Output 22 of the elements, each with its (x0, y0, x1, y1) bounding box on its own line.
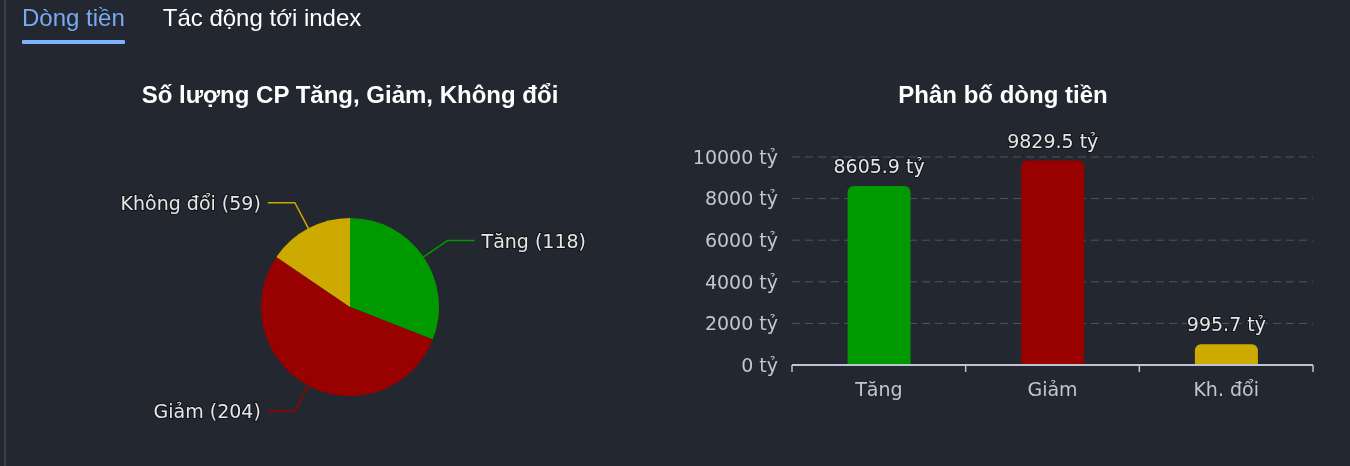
slice-label: Tăng (118) (480, 229, 587, 252)
x-tick-label: Tăng (854, 378, 903, 401)
y-tick-label: 8000 tỷ (704, 187, 778, 210)
bar (1194, 344, 1258, 365)
text: Dòng tiền (22, 4, 125, 32)
chart-title: Phân bố dòng tiền (897, 81, 1109, 109)
bar (1021, 160, 1085, 365)
slice-label: Giảm (204) (153, 400, 261, 423)
y-tick-label: 4000 tỷ (704, 270, 778, 293)
data-label: 995.7 tỷ (1186, 313, 1266, 336)
bar (847, 186, 911, 365)
data-label: 9829.5 tỷ (1007, 129, 1099, 152)
y-tick-label: 2000 tỷ (704, 312, 778, 335)
x-tick-label: Kh. đổi (1193, 378, 1259, 401)
x-tick-label: Giảm (1027, 378, 1078, 401)
y-tick-label: 6000 tỷ (704, 228, 778, 251)
y-tick-label: 0 tỷ (741, 353, 778, 376)
data-label: 8605.9 tỷ (833, 155, 925, 177)
chart-title: Số lượng CP Tăng, Giảm, Không đổi (140, 81, 560, 109)
text: Tác động tới index (162, 4, 362, 32)
slice-label: Không đổi (59) (120, 191, 261, 214)
y-tick-label: 10000 tỷ (692, 145, 778, 168)
